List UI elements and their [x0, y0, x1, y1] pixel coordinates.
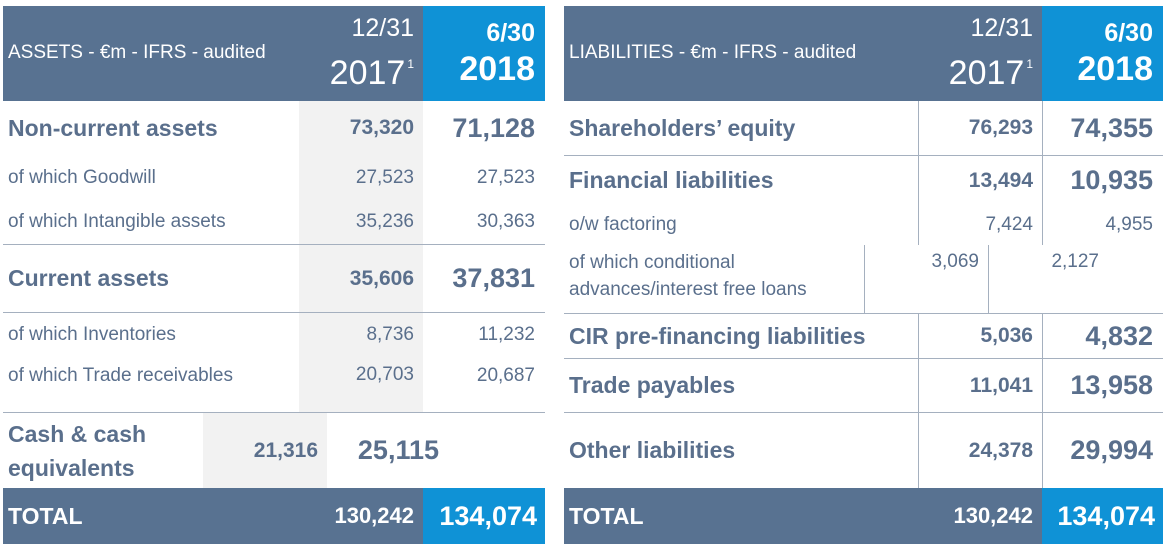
- value-2018: 13,958: [1042, 359, 1163, 412]
- total-2018: 134,074: [1042, 488, 1163, 544]
- value-2018: 29,994: [1042, 413, 1163, 488]
- value-2017: 7,424: [918, 205, 1042, 245]
- value-2018: 74,355: [1042, 101, 1163, 155]
- assets-header-2017-year-text: 2017: [329, 54, 406, 92]
- table-row: Cash & cash equivalents 21,316 25,115: [3, 412, 545, 488]
- row-label: Cash & cash equivalents: [8, 420, 147, 481]
- assets-header-2018: 6/30 2018: [423, 6, 545, 101]
- table-row: o/w factoring 7,424 4,955: [564, 205, 1163, 245]
- value-2017: 27,523: [299, 155, 423, 200]
- row-label: Shareholders’ equity: [569, 114, 796, 141]
- row-label: Trade payables: [569, 372, 736, 398]
- assets-header-2018-year: 2018: [459, 49, 535, 88]
- liabilities-header-2017-year-text: 2017: [948, 54, 1025, 92]
- table-row: of which Intangible assets 35,236 30,363: [3, 200, 545, 244]
- assets-table: ASSETS - €m - IFRS - audited 12/31 2017 1…: [3, 6, 545, 544]
- row-label: of which Goodwill: [8, 166, 156, 188]
- table-row: Shareholders’ equity 76,293 74,355: [564, 101, 1163, 155]
- row-label: Non-current assets: [8, 114, 218, 141]
- value-2018: 25,115: [357, 435, 439, 465]
- value-2018: 30,363: [476, 211, 535, 232]
- table-row: of which Goodwill 27,523 27,523: [3, 155, 545, 200]
- value-2018: 2,127: [988, 245, 1109, 313]
- liabilities-header-title: LIABILITIES - €m - IFRS - audited: [569, 41, 857, 63]
- value-2018: 4,955: [1042, 205, 1163, 245]
- row-label: of which Trade receivables: [8, 365, 233, 386]
- table-row: of which Trade receivables 20,703 20,687: [3, 356, 545, 412]
- assets-header-2018-date: 6/30: [486, 18, 535, 47]
- row-label: Other liabilities: [569, 437, 736, 463]
- liabilities-header-2017-year: 2017 1: [949, 43, 1033, 94]
- total-label: TOTAL: [569, 502, 644, 529]
- value-2018: 27,523: [476, 166, 535, 188]
- value-2017: 21,316: [203, 413, 327, 488]
- value-2017: 11,041: [918, 359, 1042, 412]
- value-2017: 24,378: [918, 413, 1042, 488]
- value-2017: 20,703: [299, 356, 423, 412]
- value-2018: 10,935: [1042, 156, 1163, 205]
- assets-header-2017: 12/31 2017 1: [299, 6, 423, 101]
- value-2017: 13,494: [918, 156, 1042, 205]
- table-row: Other liabilities 24,378 29,994: [564, 412, 1163, 488]
- total-label: TOTAL: [8, 502, 83, 529]
- row-label: of which Intangible assets: [8, 211, 226, 232]
- value-2017: 5,036: [918, 314, 1042, 358]
- value-2017: 8,736: [299, 313, 423, 356]
- table-row: of which conditional advances/interest f…: [564, 245, 1163, 313]
- row-label: CIR pre-financing liabilities: [569, 322, 866, 349]
- row-label: of which Inventories: [8, 323, 176, 345]
- value-2017: 3,069: [864, 245, 988, 313]
- table-row: Financial liabilities 13,494 10,935: [564, 155, 1163, 205]
- footnote-marker: 1: [1026, 57, 1033, 71]
- value-2017: 35,606: [299, 245, 423, 312]
- liabilities-header-2018-date: 6/30: [1104, 18, 1153, 47]
- assets-header-2017-date: 12/31: [351, 14, 414, 42]
- row-label: of which conditional advances/interest f…: [569, 252, 807, 300]
- table-row: Non-current assets 73,320 71,128: [3, 101, 545, 155]
- row-label: o/w factoring: [569, 214, 677, 235]
- value-2018: 20,687: [476, 365, 535, 386]
- table-row: Current assets 35,606 37,831: [3, 244, 545, 312]
- total-2017: 130,242: [334, 503, 414, 528]
- total-2018: 134,074: [423, 488, 545, 544]
- table-row: Trade payables 11,041 13,958: [564, 358, 1163, 412]
- value-2017: 73,320: [299, 101, 423, 155]
- liabilities-table: LIABILITIES - €m - IFRS - audited 12/31 …: [564, 6, 1163, 544]
- value-2017: 76,293: [918, 101, 1042, 155]
- row-label: Financial liabilities: [569, 167, 774, 193]
- liabilities-header-2017-date: 12/31: [970, 14, 1033, 42]
- table-row: of which Inventories 8,736 11,232: [3, 312, 545, 356]
- value-2018: 37,831: [452, 263, 535, 293]
- assets-header-title: ASSETS - €m - IFRS - audited: [8, 41, 266, 63]
- table-row: CIR pre-financing liabilities 5,036 4,83…: [564, 313, 1163, 358]
- liabilities-header-2018: 6/30 2018: [1042, 6, 1163, 101]
- footnote-marker: 1: [407, 57, 414, 71]
- value-2018: 11,232: [478, 323, 535, 345]
- assets-header-2017-year: 2017 1: [330, 43, 414, 94]
- assets-header-row: ASSETS - €m - IFRS - audited 12/31 2017 1…: [3, 6, 545, 101]
- total-2017: 130,242: [953, 503, 1033, 528]
- row-label: Current assets: [8, 265, 170, 291]
- value-2017: 35,236: [299, 200, 423, 244]
- liabilities-header-2018-year: 2018: [1077, 49, 1153, 88]
- value-2018: 71,128: [452, 112, 535, 143]
- liabilities-header-2017: 12/31 2017 1: [918, 6, 1042, 101]
- liabilities-total-row: TOTAL 130,242 134,074: [564, 488, 1163, 544]
- liabilities-header-row: LIABILITIES - €m - IFRS - audited 12/31 …: [564, 6, 1163, 101]
- value-2018: 4,832: [1042, 314, 1163, 358]
- assets-total-row: TOTAL 130,242 134,074: [3, 488, 545, 544]
